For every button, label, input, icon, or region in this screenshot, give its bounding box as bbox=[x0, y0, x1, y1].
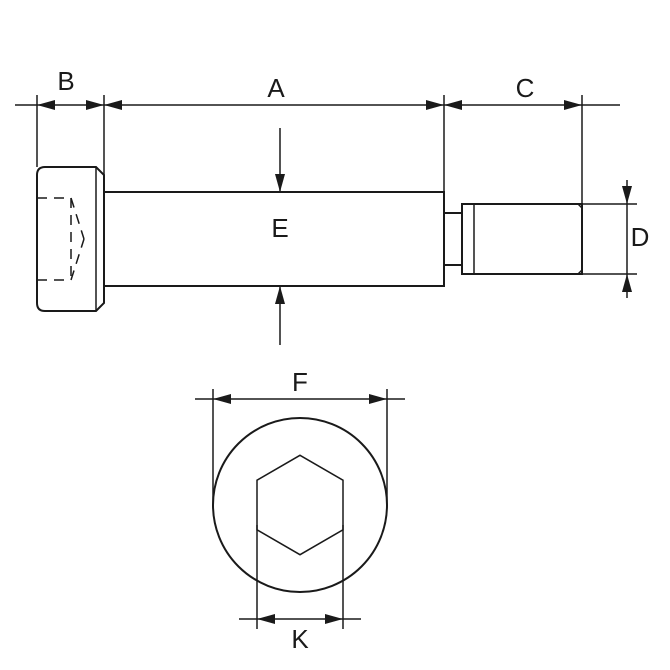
dimension-C: C bbox=[444, 73, 620, 204]
label-D: D bbox=[631, 222, 650, 252]
thread-outline bbox=[462, 204, 582, 274]
label-A: A bbox=[267, 73, 285, 103]
head-view bbox=[213, 418, 387, 592]
dimension-D: D bbox=[582, 180, 649, 298]
dimension-F: F bbox=[195, 367, 405, 505]
dimension-A: A bbox=[104, 73, 444, 192]
technical-drawing: B A C D E bbox=[0, 0, 670, 670]
dimension-E: E bbox=[271, 128, 288, 345]
dimension-B: B bbox=[37, 66, 104, 175]
label-K: K bbox=[291, 624, 309, 654]
head-circle bbox=[213, 418, 387, 592]
label-F: F bbox=[292, 367, 308, 397]
side-view bbox=[37, 167, 582, 311]
socket-cone-bot bbox=[71, 239, 84, 280]
hex-socket bbox=[257, 455, 343, 554]
socket-cone-top bbox=[71, 198, 84, 239]
label-B: B bbox=[57, 66, 74, 96]
label-C: C bbox=[516, 73, 535, 103]
label-E: E bbox=[271, 213, 288, 243]
dimension-K: K bbox=[239, 525, 361, 654]
